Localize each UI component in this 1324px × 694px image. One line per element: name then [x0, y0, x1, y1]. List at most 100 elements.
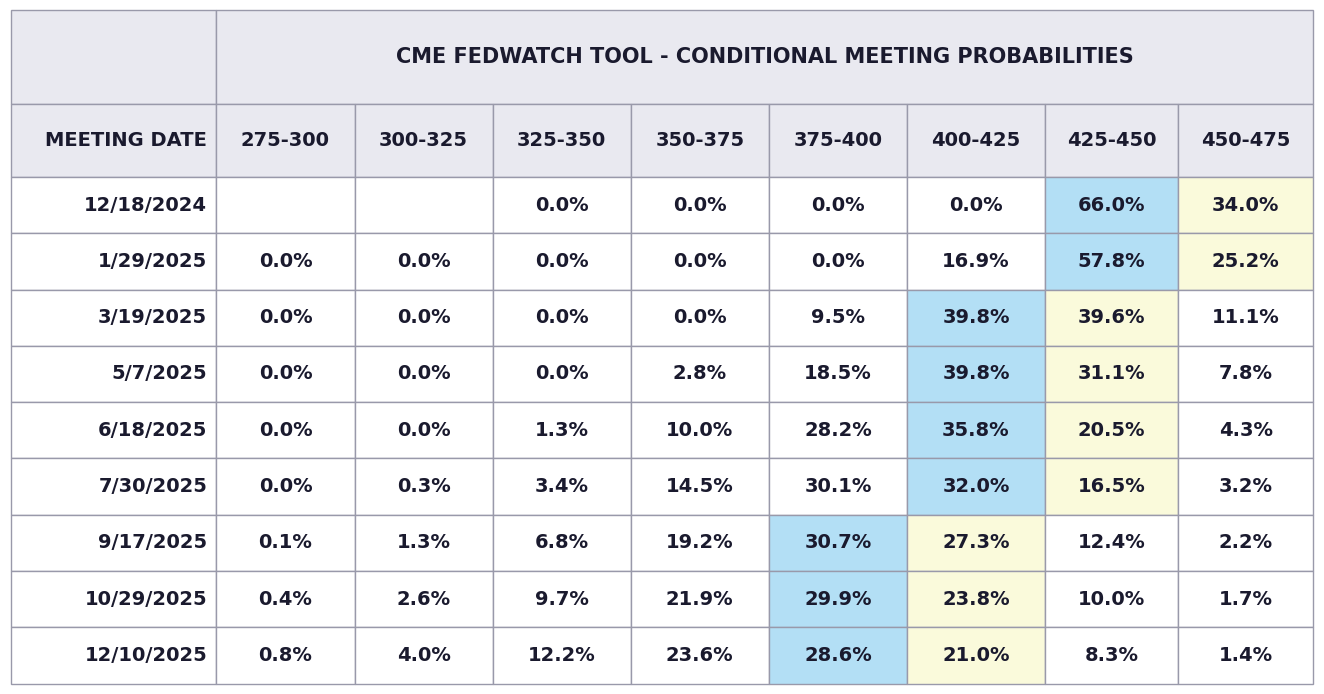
- Text: 275-300: 275-300: [241, 131, 330, 150]
- Bar: [769, 233, 907, 289]
- Bar: [769, 627, 907, 684]
- Text: 350-375: 350-375: [655, 131, 744, 150]
- Text: 31.1%: 31.1%: [1078, 364, 1145, 384]
- Text: 10.0%: 10.0%: [1078, 590, 1145, 609]
- Text: 30.1%: 30.1%: [804, 477, 871, 496]
- Bar: [907, 515, 1045, 571]
- Bar: [1045, 346, 1178, 402]
- Bar: [769, 402, 907, 459]
- Bar: [493, 571, 630, 627]
- Bar: [493, 627, 630, 684]
- Text: 0.0%: 0.0%: [949, 196, 1002, 214]
- Text: 14.5%: 14.5%: [666, 477, 733, 496]
- Text: 4.0%: 4.0%: [397, 646, 450, 665]
- Text: 0.0%: 0.0%: [397, 252, 450, 271]
- Text: 11.1%: 11.1%: [1211, 308, 1279, 327]
- Text: 8.3%: 8.3%: [1084, 646, 1139, 665]
- Text: 450-475: 450-475: [1201, 131, 1291, 150]
- Bar: [907, 346, 1045, 402]
- Text: 0.0%: 0.0%: [673, 308, 727, 327]
- Text: 3/19/2025: 3/19/2025: [98, 308, 207, 327]
- Bar: [769, 346, 907, 402]
- Text: 34.0%: 34.0%: [1211, 196, 1279, 214]
- Text: 0.0%: 0.0%: [812, 196, 865, 214]
- Text: 0.0%: 0.0%: [673, 196, 727, 214]
- Text: 1/29/2025: 1/29/2025: [98, 252, 207, 271]
- Bar: [1178, 289, 1313, 346]
- Text: 32.0%: 32.0%: [943, 477, 1010, 496]
- Text: 6.8%: 6.8%: [535, 534, 589, 552]
- Text: 0.0%: 0.0%: [258, 252, 312, 271]
- Text: 16.5%: 16.5%: [1078, 477, 1145, 496]
- Text: 16.9%: 16.9%: [943, 252, 1010, 271]
- Bar: [630, 571, 769, 627]
- Text: 375-400: 375-400: [793, 131, 882, 150]
- Bar: [1178, 104, 1313, 177]
- Text: 0.0%: 0.0%: [673, 252, 727, 271]
- Bar: [630, 346, 769, 402]
- Text: 0.0%: 0.0%: [397, 421, 450, 440]
- Bar: [493, 233, 630, 289]
- Text: 3.2%: 3.2%: [1218, 477, 1272, 496]
- Bar: [216, 515, 355, 571]
- Bar: [355, 346, 493, 402]
- Text: 39.8%: 39.8%: [943, 364, 1010, 384]
- Text: 2.6%: 2.6%: [396, 590, 450, 609]
- Text: 3.4%: 3.4%: [535, 477, 589, 496]
- Bar: [355, 402, 493, 459]
- Bar: [216, 104, 355, 177]
- Text: 21.9%: 21.9%: [666, 590, 733, 609]
- Bar: [493, 459, 630, 515]
- Bar: [630, 402, 769, 459]
- Bar: [216, 177, 355, 233]
- Bar: [907, 402, 1045, 459]
- Text: 4.3%: 4.3%: [1218, 421, 1272, 440]
- Text: 2.8%: 2.8%: [673, 364, 727, 384]
- Text: 29.9%: 29.9%: [804, 590, 871, 609]
- Bar: [1178, 177, 1313, 233]
- Bar: [630, 177, 769, 233]
- Bar: [493, 515, 630, 571]
- Bar: [1178, 515, 1313, 571]
- Text: 12.2%: 12.2%: [528, 646, 596, 665]
- Bar: [11, 627, 216, 684]
- Text: 20.5%: 20.5%: [1078, 421, 1145, 440]
- Text: 27.3%: 27.3%: [943, 534, 1010, 552]
- Bar: [1178, 346, 1313, 402]
- Bar: [907, 233, 1045, 289]
- Text: 39.8%: 39.8%: [943, 308, 1010, 327]
- Bar: [1178, 571, 1313, 627]
- Text: 0.0%: 0.0%: [397, 364, 450, 384]
- Bar: [1178, 627, 1313, 684]
- Bar: [630, 289, 769, 346]
- Bar: [493, 104, 630, 177]
- Text: 425-450: 425-450: [1067, 131, 1156, 150]
- Bar: [216, 289, 355, 346]
- Text: 0.4%: 0.4%: [258, 590, 312, 609]
- Bar: [355, 233, 493, 289]
- Text: 1.7%: 1.7%: [1218, 590, 1272, 609]
- Bar: [493, 289, 630, 346]
- Text: 10.0%: 10.0%: [666, 421, 733, 440]
- Text: 1.3%: 1.3%: [535, 421, 589, 440]
- Bar: [355, 289, 493, 346]
- Bar: [769, 177, 907, 233]
- Bar: [1045, 289, 1178, 346]
- Text: 0.1%: 0.1%: [258, 534, 312, 552]
- Bar: [216, 402, 355, 459]
- Text: 0.0%: 0.0%: [535, 196, 588, 214]
- Bar: [11, 289, 216, 346]
- Bar: [355, 627, 493, 684]
- Bar: [907, 627, 1045, 684]
- Bar: [907, 177, 1045, 233]
- Bar: [1178, 233, 1313, 289]
- Bar: [1045, 515, 1178, 571]
- Text: 28.2%: 28.2%: [804, 421, 871, 440]
- Text: 57.8%: 57.8%: [1078, 252, 1145, 271]
- Text: 5/7/2025: 5/7/2025: [111, 364, 207, 384]
- Text: 0.0%: 0.0%: [258, 421, 312, 440]
- Text: 25.2%: 25.2%: [1211, 252, 1279, 271]
- Text: 2.2%: 2.2%: [1218, 534, 1272, 552]
- Bar: [907, 571, 1045, 627]
- Bar: [11, 402, 216, 459]
